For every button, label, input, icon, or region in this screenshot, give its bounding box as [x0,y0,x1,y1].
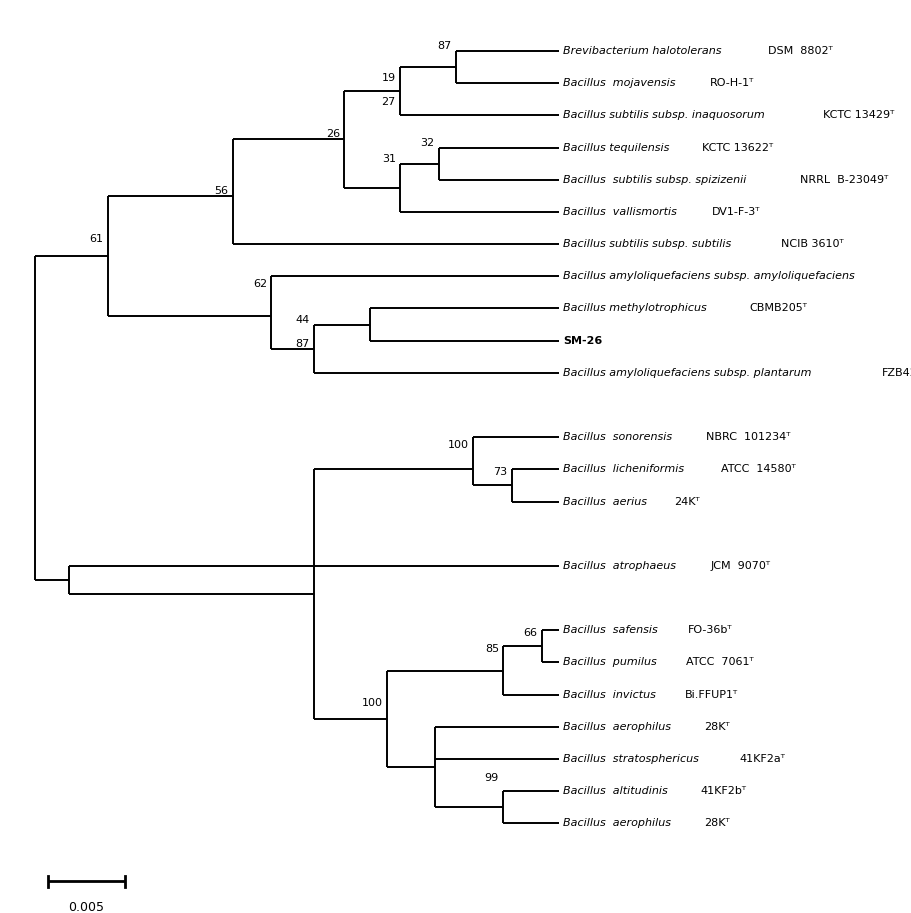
Text: ATCC  7061ᵀ: ATCC 7061ᵀ [686,657,753,667]
Text: 44: 44 [295,315,310,324]
Text: Bacillus  pumilus: Bacillus pumilus [563,657,660,667]
Text: KCTC 13622ᵀ: KCTC 13622ᵀ [701,142,773,152]
Text: Brevibacterium halotolerans: Brevibacterium halotolerans [563,46,724,56]
Text: 100: 100 [362,698,383,708]
Text: Bacillus amyloliquefaciens subsp. amyloliquefaciens: Bacillus amyloliquefaciens subsp. amylol… [563,271,858,281]
Text: RO-H-1ᵀ: RO-H-1ᵀ [710,79,753,89]
Text: 0.005: 0.005 [68,900,105,913]
Text: Bacillus tequilensis: Bacillus tequilensis [563,142,672,152]
Text: FO-36bᵀ: FO-36bᵀ [687,625,732,635]
Text: DSM  8802ᵀ: DSM 8802ᵀ [767,46,833,56]
Text: 61: 61 [89,234,104,244]
Text: NCIB 3610ᵀ: NCIB 3610ᵀ [780,239,843,249]
Text: 41KF2bᵀ: 41KF2bᵀ [700,786,745,796]
Text: Bacillus  subtilis subsp. spizizenii: Bacillus subtilis subsp. spizizenii [563,174,750,184]
Text: SM-26: SM-26 [563,336,602,346]
Text: Bacillus  sonorensis: Bacillus sonorensis [563,432,675,442]
Text: 66: 66 [523,628,537,638]
Text: FZB42ᵀ: FZB42ᵀ [881,368,911,378]
Text: 87: 87 [437,41,451,51]
Text: Bi.FFUP1ᵀ: Bi.FFUP1ᵀ [684,689,738,699]
Text: 100: 100 [447,440,468,450]
Text: 99: 99 [484,773,498,783]
Text: 73: 73 [493,467,507,477]
Text: DV1-F-3ᵀ: DV1-F-3ᵀ [711,207,760,217]
Text: Bacillus  aerophilus: Bacillus aerophilus [563,722,674,732]
Text: Bacillus  atrophaeus: Bacillus atrophaeus [563,561,680,571]
Text: Bacillus  altitudinis: Bacillus altitudinis [563,786,670,796]
Text: 32: 32 [420,138,434,148]
Text: Bacillus  aerius: Bacillus aerius [563,497,650,507]
Text: Bacillus methylotrophicus: Bacillus methylotrophicus [563,303,710,313]
Text: ATCC  14580ᵀ: ATCC 14580ᵀ [721,465,795,475]
Text: 26: 26 [325,130,340,140]
Text: Bacillus  vallismortis: Bacillus vallismortis [563,207,680,217]
Text: Bacillus  invictus: Bacillus invictus [563,689,659,699]
Text: 85: 85 [485,645,498,655]
Text: Bacillus  aerophilus: Bacillus aerophilus [563,818,674,828]
Text: Bacillus amyloliquefaciens subsp. plantarum: Bacillus amyloliquefaciens subsp. planta… [563,368,814,378]
Text: JCM  9070ᵀ: JCM 9070ᵀ [710,561,770,571]
Text: Bacillus  stratosphericus: Bacillus stratosphericus [563,754,702,764]
Text: 28Kᵀ: 28Kᵀ [703,818,730,828]
Text: NRRL  B-23049ᵀ: NRRL B-23049ᵀ [799,174,887,184]
Text: 56: 56 [214,186,228,195]
Text: 62: 62 [252,279,267,289]
Text: 19: 19 [382,73,395,83]
Text: Bacillus  licheniformis: Bacillus licheniformis [563,465,687,475]
Text: 31: 31 [382,153,395,163]
Text: Bacillus subtilis subsp. subtilis: Bacillus subtilis subsp. subtilis [563,239,734,249]
Text: 24Kᵀ: 24Kᵀ [673,497,699,507]
Text: 87: 87 [295,339,310,349]
Text: KCTC 13429ᵀ: KCTC 13429ᵀ [822,110,894,121]
Text: 27: 27 [381,98,395,108]
Text: Bacillus  safensis: Bacillus safensis [563,625,661,635]
Text: NBRC  101234ᵀ: NBRC 101234ᵀ [705,432,790,442]
Text: 28Kᵀ: 28Kᵀ [703,722,730,732]
Text: CBMB205ᵀ: CBMB205ᵀ [749,303,807,313]
Text: Bacillus  mojavensis: Bacillus mojavensis [563,79,679,89]
Text: 41KF2aᵀ: 41KF2aᵀ [739,754,784,764]
Text: Bacillus subtilis subsp. inaquosorum: Bacillus subtilis subsp. inaquosorum [563,110,768,121]
